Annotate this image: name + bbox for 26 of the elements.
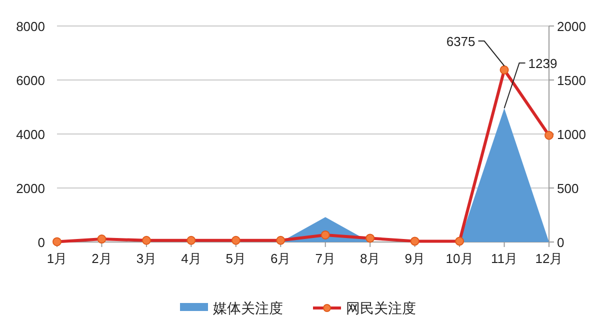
y2-tick-label: 1000: [557, 127, 586, 142]
x-tick-label: 5月: [226, 251, 246, 266]
x-tick-label: 6月: [270, 251, 291, 266]
y2-tick-label: 1500: [557, 73, 586, 88]
y-tick-label: 0: [38, 235, 45, 250]
x-tick-label: 1月: [46, 251, 68, 266]
data-label: 6375: [446, 34, 476, 49]
x-tick-label: 3月: [136, 251, 157, 266]
y-tick-label: 2000: [16, 181, 45, 196]
y-tick-label: 4000: [16, 127, 45, 142]
y2-tick-label: 2000: [557, 19, 586, 34]
y-tick-label: 8000: [16, 19, 45, 34]
x-tick-label: 9月: [404, 251, 425, 266]
data-label: 1239: [528, 56, 558, 71]
x-tick-label: 4月: [181, 251, 202, 266]
x-tick-label: 7月: [315, 251, 336, 266]
x-tick-label: 10月: [446, 251, 474, 266]
y-tick-label: 6000: [16, 73, 45, 88]
x-tick-label: 8月: [360, 251, 380, 266]
legend-label: 网民关注度: [346, 300, 416, 316]
x-tick-label: 12月: [535, 251, 563, 266]
x-tick-label: 2月: [92, 251, 112, 266]
legend-label: 媒体关注度: [213, 300, 283, 316]
x-tick-label: 11月: [491, 251, 518, 266]
y2-tick-label: 0: [557, 235, 564, 250]
y2-tick-label: 500: [557, 181, 579, 196]
